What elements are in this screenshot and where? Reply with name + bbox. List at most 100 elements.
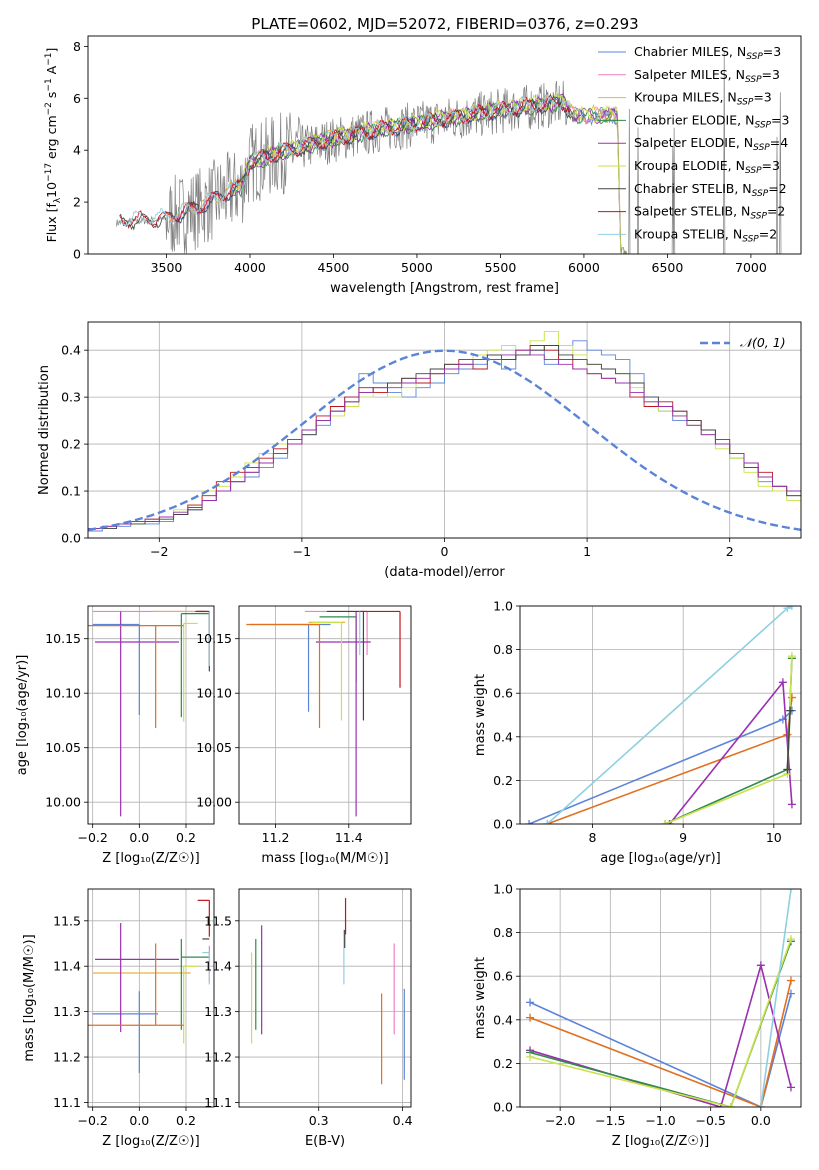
y-tick-label: 10.05 [45,740,81,755]
y-label-part: s [44,92,59,103]
y-label-part: −1 [44,53,54,66]
legend-val: =4 [770,135,788,150]
x-tick-label: 4500 [318,260,350,275]
x-tick-label: 7000 [735,260,767,275]
weight-point-kroupa_stelib [543,820,552,824]
x-tick-label: −0.2 [77,1113,107,1128]
weight-point-kroupa_elodie [661,820,670,824]
axes-frame [87,35,802,255]
legend-text: Salpeter MILES, N [634,67,745,82]
panel-age-vs-mass: 11.2 11.4 10.00 10.05 10.10 10.15 mass [log₁₀(… [196,605,412,866]
x-tick-label: 6000 [568,260,600,275]
legend-sub: SSP [737,98,754,108]
weight-point-salpeter_elodie [787,800,796,809]
y-tick-label: 0.4 [493,1012,513,1027]
x-tick-label: 4000 [234,260,266,275]
y-tick-label: 0.8 [493,642,513,657]
x-tick-label: −0.2 [77,830,107,845]
figure-title: PLATE=0602, MJD=52072, FIBERID=0376, z=0… [251,15,638,33]
axes-frame [238,605,412,825]
y-tick-label: 6 [73,91,81,106]
weight-line-kroupa_elodie [529,938,792,1107]
x-axis-label: E(B-V) [305,1134,345,1149]
x-axis-label: age [log₁₀(age/yr)] [600,851,721,866]
weight-point-salpeter_elodie [756,961,765,970]
legend-sub: SSP [746,52,763,62]
x-tick-label: −2.0 [545,1113,575,1128]
plot-area-residuals [88,330,801,532]
x-tick-label: 3500 [151,260,183,275]
model-kroupa_miles [169,95,623,249]
y-tick-label: 0.0 [493,817,513,832]
weight-point-orange [526,1013,535,1022]
y-tick-label: 0.6 [493,969,513,984]
x-tick-label: 0.0 [129,1113,149,1128]
y-tick-label: 10.10 [45,686,81,701]
plot-area-age-vs-z [88,610,210,817]
y-label-part: erg cm [44,115,59,163]
weight-line-orange [529,980,792,1107]
weight-point-kroupa_stelib [787,606,796,610]
y-label-part: −2 [44,102,54,115]
weight-point-chabrier_miles [525,820,534,824]
x-tick-label: 5000 [401,260,433,275]
legend-text: Kroupa ELODIE, N [634,158,745,173]
legend-label-salpeter_stelib: Salpeter STELIB, NSSP=2 [634,204,785,222]
x-tick-label: 10 [766,830,782,845]
y-tick-label: 4 [73,143,81,158]
y-tick-label: 11.2 [204,1050,232,1065]
legend-label-kroupa_miles: Kroupa MILES, NSSP=3 [634,90,772,108]
x-axis-label: wavelength [Angstrom, rest frame] [330,281,559,296]
y-tick-label: 11.3 [204,1004,232,1019]
normal-curve [88,349,801,531]
legend-label-normal: 𝒩(0, 1) [740,335,786,350]
axes-frame [87,605,215,825]
legend-val: =2 [767,204,785,219]
panel-mass-vs-z: −0.2 0.0 0.2 11.1 11.2 11.3 11.4 11.5 Z [log₁₀(Z… [22,888,215,1149]
legend-text: Chabrier MILES, N [634,44,746,59]
weight-line-chabrier_miles [529,993,792,1107]
y-tick-label: 0.4 [493,729,513,744]
y-tick-label: 0.8 [493,925,513,940]
x-axis-label: Z [log₁₀(Z/Z☉)] [612,1134,709,1149]
legend-sub: SSP [752,189,769,199]
x-tick-label: 2 [726,544,734,559]
weight-point-orange [786,976,795,985]
y-tick-label: 11.1 [204,1095,232,1110]
legend-sub: SSP [745,166,762,176]
legend-label-chabrier_miles: Chabrier MILES, NSSP=3 [634,44,781,62]
y-tick-label: 0 [73,247,81,262]
legend-label-kroupa_elodie: Kroupa ELODIE, NSSP=3 [634,158,780,176]
panel-spectrum: 3500 4000 4500 5000 5500 6000 6500 7000 0 2 4 6 8 wav… [44,35,802,296]
legend-sub: SSP [750,212,767,222]
plot-area-age-vs-mass [246,610,401,817]
legend-val: =3 [753,90,771,105]
weight-line-kroupa_stelib [760,889,792,1107]
axes-frame [238,888,412,1108]
model-salpeter_miles [169,95,622,246]
axes-frame [87,888,215,1108]
legend-val: =3 [762,158,780,173]
y-axis-label: age [log₁₀(age/yr)] [15,655,30,776]
x-tick-label: 0 [441,544,449,559]
y-tick-label: 0.2 [493,773,513,788]
x-tick-label: 0.2 [176,830,196,845]
y-tick-label: 11.4 [204,959,232,974]
y-tick-label: 0.2 [493,1056,513,1071]
y-label-part: 10 [44,182,59,198]
legend-text: Salpeter STELIB, N [634,204,750,219]
y-axis-label: mass weight [473,957,488,1039]
y-tick-label: 0.0 [493,1100,513,1115]
y-tick-label: 10.00 [45,795,81,810]
y-tick-label: 0.3 [61,390,81,405]
panel-age-vs-z: −0.2 0.0 0.2 10.00 10.05 10.10 10.15 Z [log₁₀(Z… [15,605,215,866]
x-tick-label: 1 [583,544,591,559]
x-axis-label: (data-model)/error [384,565,505,580]
y-tick-label: 1.0 [493,882,513,897]
x-tick-label: 0.0 [129,830,149,845]
weight-point-kroupa_elodie [726,1103,735,1107]
legend-val: =3 [762,67,780,82]
weight-point-salpeter_elodie [786,1083,795,1092]
x-tick-label: 8 [589,830,597,845]
